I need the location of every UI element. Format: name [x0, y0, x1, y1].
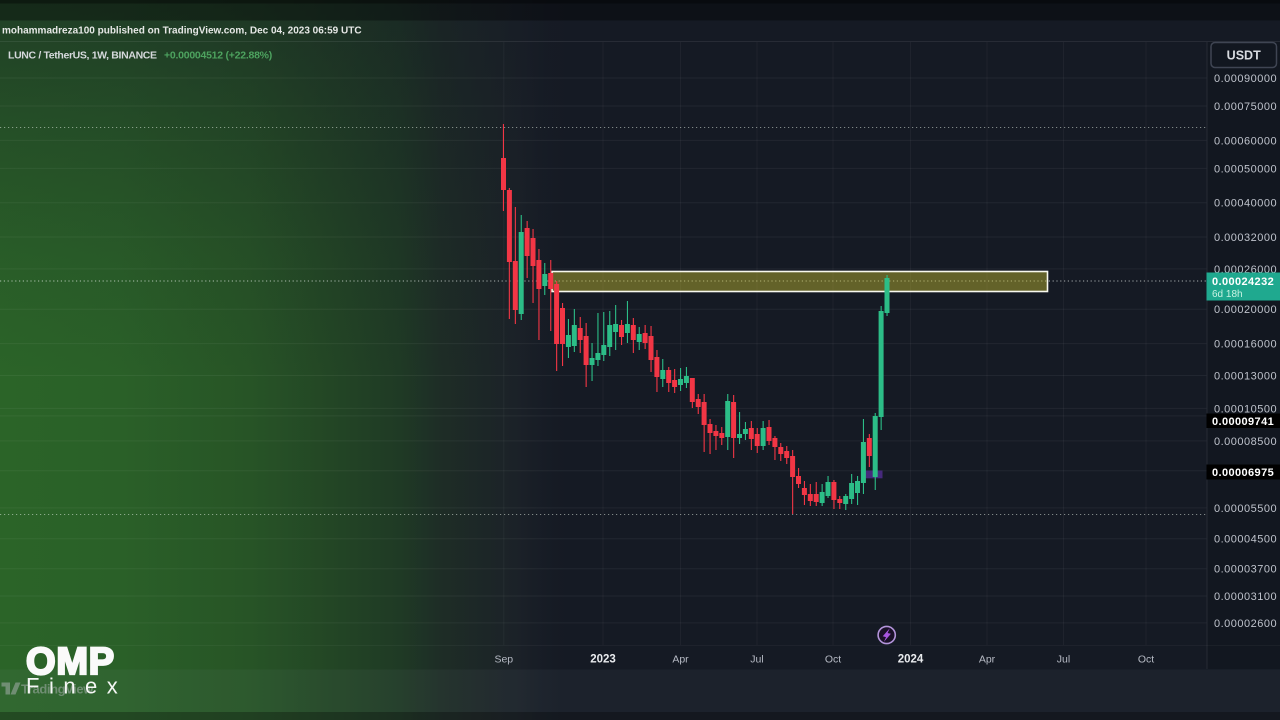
- svg-text:0.00003700: 0.00003700: [1214, 564, 1277, 576]
- svg-text:0.00016000: 0.00016000: [1214, 339, 1277, 351]
- svg-text:2024: 2024: [898, 654, 924, 666]
- svg-text:Oct: Oct: [825, 654, 841, 666]
- svg-text:0.00004500: 0.00004500: [1214, 534, 1277, 546]
- svg-text:+0.00004512 (+22.88%): +0.00004512 (+22.88%): [164, 49, 272, 61]
- svg-text:6d 18h: 6d 18h: [1212, 289, 1243, 300]
- svg-text:0.00090000: 0.00090000: [1214, 73, 1277, 85]
- svg-text:mohammadreza100 published on T: mohammadreza100 published on TradingView…: [2, 26, 362, 37]
- svg-text:Sep: Sep: [494, 654, 513, 666]
- svg-text:0.00040000: 0.00040000: [1214, 198, 1277, 210]
- svg-text:0.00032000: 0.00032000: [1214, 232, 1277, 244]
- svg-text:2023: 2023: [590, 654, 616, 666]
- svg-text:Jul: Jul: [1057, 654, 1070, 666]
- svg-text:0.00010500: 0.00010500: [1214, 403, 1277, 415]
- svg-text:0.00005500: 0.00005500: [1214, 503, 1277, 515]
- svg-text:OMP: OMP: [26, 641, 115, 683]
- svg-text:0.00050000: 0.00050000: [1214, 163, 1277, 175]
- svg-text:Finex: Finex: [26, 674, 127, 699]
- svg-text:0.00009741: 0.00009741: [1212, 416, 1274, 428]
- svg-text:Apr: Apr: [672, 654, 689, 666]
- svg-text:0.00002600: 0.00002600: [1214, 618, 1277, 630]
- svg-text:0.00008500: 0.00008500: [1214, 436, 1277, 448]
- svg-text:Oct: Oct: [1138, 654, 1154, 666]
- svg-text:Jul: Jul: [750, 654, 763, 666]
- svg-text:0.00006975: 0.00006975: [1212, 467, 1274, 479]
- svg-text:LUNC / TetherUS, 1W, BINANCE: LUNC / TetherUS, 1W, BINANCE: [8, 49, 157, 61]
- svg-text:0.00003100: 0.00003100: [1214, 591, 1277, 603]
- svg-text:Apr: Apr: [979, 654, 996, 666]
- svg-text:0.00060000: 0.00060000: [1214, 135, 1277, 147]
- svg-text:0.00075000: 0.00075000: [1214, 101, 1277, 113]
- svg-text:TradingView: TradingView: [21, 682, 94, 697]
- svg-text:0.00024232: 0.00024232: [1212, 276, 1274, 288]
- svg-text:USDT: USDT: [1227, 49, 1261, 63]
- svg-text:0.00013000: 0.00013000: [1214, 370, 1277, 382]
- svg-text:0.00020000: 0.00020000: [1214, 304, 1277, 316]
